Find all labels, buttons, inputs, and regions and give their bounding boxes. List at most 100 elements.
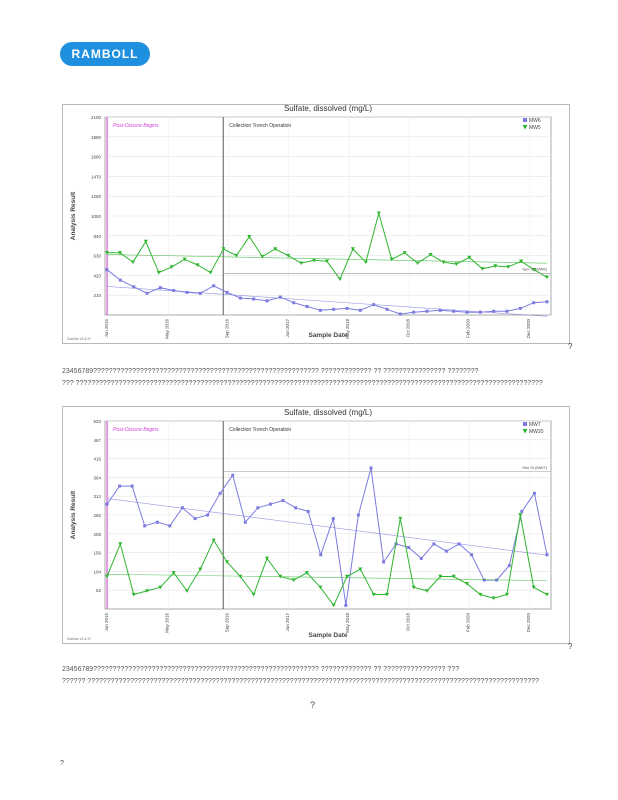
- data-point-MW7: [118, 484, 122, 488]
- data-point-MW7: [482, 578, 486, 582]
- series-line-MW20: [106, 514, 548, 607]
- data-point-MW7: [369, 466, 373, 470]
- y-tick-label: 420: [93, 273, 101, 278]
- data-point-MW20: [371, 592, 376, 597]
- x-tick-label: Jun 2015: [104, 319, 109, 338]
- data-point-MW20: [145, 589, 149, 593]
- data-point-MW7: [243, 520, 247, 524]
- x-tick-label: Oct 2018: [405, 613, 410, 632]
- data-point-MW6: [532, 301, 536, 305]
- data-point-MW6: [292, 301, 296, 305]
- data-point-MW20: [291, 578, 296, 583]
- y-tick-label: 520: [93, 419, 101, 424]
- caption-1: 23456789????????????????????????????????…: [62, 366, 568, 390]
- data-point-MW6: [212, 284, 216, 288]
- chart-1-svg: Sulfate, dissolved (mg/L) 2100 1890 1680 147…: [67, 105, 552, 341]
- caption-2: 23456789????????????????????????????????…: [62, 664, 568, 688]
- chart-footnote: Sanitas v9.6.37: [67, 637, 91, 641]
- data-point-MW6: [452, 309, 456, 313]
- y-tick-label: 210: [93, 293, 101, 298]
- data-point-MW20: [345, 574, 349, 579]
- data-point-MW5: [221, 247, 226, 251]
- data-point-MW7: [294, 506, 298, 510]
- data-point-MW5: [415, 261, 420, 266]
- x-tick-label: Jun 2017: [285, 319, 290, 338]
- question-mark: ?: [60, 760, 64, 767]
- data-point-MW20: [451, 574, 456, 579]
- chart-2-svg: Sulfate, dissolved (mg/L) 520 467 416 364 312…: [67, 408, 552, 641]
- data-point-MW7: [306, 509, 310, 513]
- data-point-MW7: [130, 484, 134, 488]
- trend-line-MW6: [106, 286, 548, 317]
- data-point-MW5: [532, 268, 537, 272]
- data-point-MW5: [428, 252, 433, 257]
- data-point-MW6: [305, 305, 309, 309]
- data-point-MW6: [225, 290, 229, 294]
- data-point-MW20: [518, 513, 523, 517]
- data-point-MW7: [206, 513, 210, 517]
- chart-title: Sulfate, dissolved (mg/L): [284, 408, 372, 417]
- data-point-MW5: [286, 253, 291, 258]
- x-axis-title: Sample Date: [308, 332, 347, 339]
- data-point-MW6: [132, 285, 136, 289]
- data-point-MW7: [180, 506, 184, 510]
- data-point-MW5: [247, 235, 252, 239]
- x-tick-label: Jun 2017: [285, 613, 290, 632]
- data-point-MW5: [312, 258, 317, 263]
- caption-1-line-2: ??? ????????????????????????????????????…: [62, 380, 543, 387]
- y-tick-label: 208: [93, 532, 101, 537]
- data-point-MW6: [518, 306, 522, 310]
- data-point-MW20: [491, 596, 496, 601]
- data-point-MW6: [145, 291, 149, 295]
- data-point-MW6: [412, 310, 416, 314]
- y-tick-label: 312: [93, 494, 101, 499]
- data-point-MW5: [105, 251, 109, 255]
- y-tick-label: 467: [93, 438, 101, 443]
- y-tick-label: 1890: [91, 135, 102, 140]
- x-tick-label: Sep 2016: [225, 319, 230, 339]
- y-tick-label: 840: [93, 234, 101, 239]
- data-point-MW20: [425, 589, 429, 593]
- data-point-MW7: [105, 502, 109, 506]
- x-tick-label: May 2018: [345, 319, 350, 339]
- data-point-MW6: [438, 308, 442, 312]
- legend-label: MW7: [529, 422, 541, 428]
- data-point-MW5: [480, 267, 485, 271]
- data-point-MW6: [345, 306, 349, 310]
- data-point-MW5: [337, 277, 342, 282]
- x-tick-label: May 2018: [345, 613, 350, 633]
- legend-marker: [523, 118, 527, 122]
- y-tick-label: 2100: [91, 115, 102, 120]
- data-point-MW5: [363, 260, 368, 265]
- data-point-MW7: [319, 553, 323, 557]
- caption-1-line-1: 23456789????????????????????????????????…: [62, 368, 479, 375]
- question-mark: ?: [568, 642, 573, 651]
- caption-2-line-2: ?????? ?????????????????????????????????…: [62, 678, 539, 685]
- series-line-MW7: [106, 467, 548, 606]
- data-point-MW20: [105, 574, 109, 579]
- y-tick-label: 1470: [91, 174, 102, 179]
- data-point-MW6: [198, 291, 202, 295]
- data-point-MW5: [169, 265, 174, 269]
- limit-label: Sen Sl (MW7): [522, 465, 548, 470]
- post-closure-label: Post-Closure Begins: [113, 123, 159, 129]
- data-point-MW6: [118, 278, 122, 282]
- data-point-MW5: [130, 260, 135, 265]
- data-point-MW5: [467, 255, 472, 260]
- y-tick-label: 416: [93, 457, 101, 462]
- ramboll-logo: RAMBOLL: [60, 42, 150, 66]
- legend-label: MW5: [529, 125, 541, 131]
- data-point-MW6: [332, 307, 336, 311]
- data-point-MW5: [260, 254, 265, 259]
- data-point-MW6: [358, 308, 362, 312]
- data-point-MW6: [265, 299, 269, 303]
- data-point-MW5: [454, 262, 459, 267]
- data-point-MW6: [505, 309, 509, 313]
- data-point-MW7: [344, 603, 348, 607]
- data-point-MW6: [105, 268, 109, 272]
- data-point-MW5: [117, 251, 122, 255]
- data-point-MW20: [171, 571, 176, 575]
- data-point-MW5: [325, 259, 329, 264]
- data-point-MW7: [268, 502, 272, 506]
- caption-2-line-1: 23456789????????????????????????????????…: [62, 666, 460, 673]
